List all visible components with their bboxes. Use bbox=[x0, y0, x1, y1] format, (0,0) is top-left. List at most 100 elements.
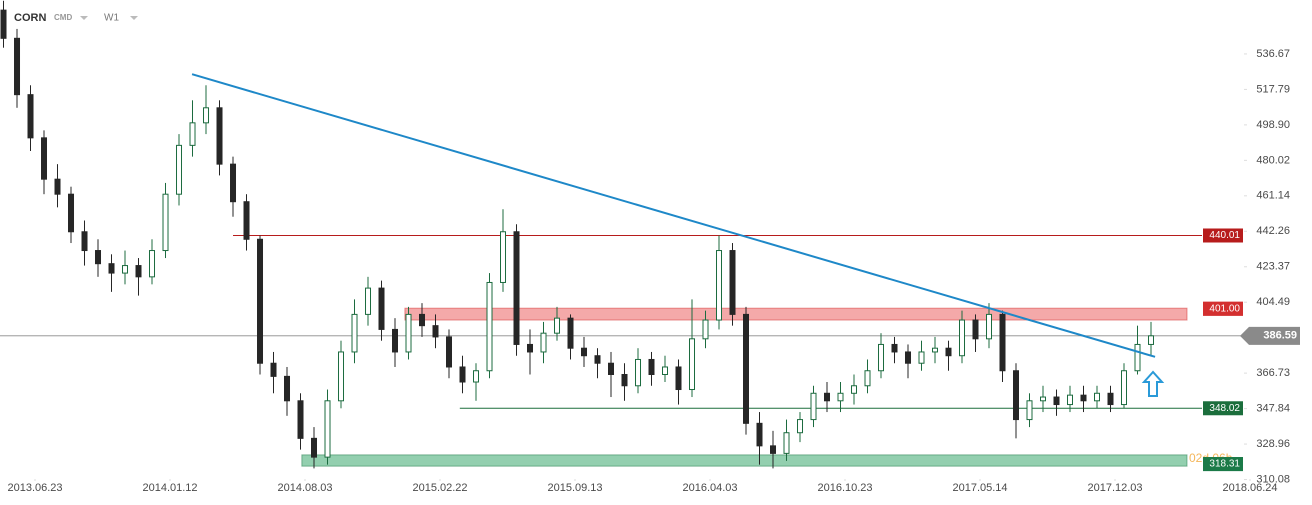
candle-body bbox=[1121, 370, 1128, 406]
y-tick-label: 404.49 bbox=[1256, 296, 1290, 308]
candle-body bbox=[459, 366, 466, 383]
candle-body bbox=[257, 238, 264, 364]
candle-body bbox=[648, 358, 655, 375]
candle-body bbox=[608, 362, 615, 375]
candle-body bbox=[635, 358, 642, 387]
last-price-label-box bbox=[1240, 326, 1300, 345]
candle-body bbox=[446, 336, 453, 368]
x-tick-label: 2013.06.23 bbox=[7, 482, 62, 494]
price-zone bbox=[301, 454, 1188, 467]
candle-body bbox=[230, 163, 237, 203]
candle-body bbox=[581, 347, 588, 357]
candle-body bbox=[824, 392, 831, 402]
candle-body bbox=[1026, 400, 1033, 421]
candle-body bbox=[864, 370, 871, 387]
front-layer: 310.08 328.96 347.84 366.73 404.49 423.37 442.… bbox=[7, 48, 1300, 494]
level-label: 440.01 bbox=[1209, 230, 1240, 241]
dropdown-caret[interactable] bbox=[80, 16, 88, 20]
candle-body bbox=[311, 437, 318, 458]
y-tick-label: 423.37 bbox=[1256, 261, 1290, 273]
y-tick-label: 461.14 bbox=[1256, 190, 1290, 202]
y-tick-label: 347.84 bbox=[1256, 403, 1290, 415]
candle-body bbox=[14, 37, 21, 96]
candle-body bbox=[351, 313, 358, 353]
candle-body bbox=[135, 265, 142, 278]
candle-body bbox=[203, 107, 210, 124]
level-label-box bbox=[1203, 401, 1243, 416]
candle-body bbox=[432, 325, 439, 338]
candle-body bbox=[945, 347, 952, 357]
candle-body bbox=[54, 178, 61, 195]
candle-body bbox=[68, 193, 75, 233]
level-label: 318.31 bbox=[1209, 459, 1240, 470]
candle-body bbox=[918, 351, 925, 364]
candle-body bbox=[1013, 370, 1020, 421]
candle-body bbox=[932, 347, 939, 353]
candle-body bbox=[365, 287, 372, 315]
y-tick-label: 480.02 bbox=[1256, 154, 1290, 166]
x-tick-label: 2016.10.23 bbox=[817, 482, 872, 494]
candle-body bbox=[1107, 392, 1114, 406]
candle-body bbox=[959, 319, 966, 357]
candle-body bbox=[513, 231, 520, 345]
trendline bbox=[191, 73, 1156, 358]
x-tick-label: 2017.12.03 bbox=[1087, 482, 1142, 494]
candle-body bbox=[1094, 392, 1101, 402]
candle-body bbox=[284, 375, 291, 402]
candle-body bbox=[324, 400, 331, 458]
candle-body bbox=[1040, 396, 1047, 402]
interval[interactable]: W1 bbox=[104, 13, 119, 24]
candle-body bbox=[95, 250, 102, 265]
candle-body bbox=[837, 392, 844, 402]
candle-body bbox=[392, 328, 399, 353]
candle-body bbox=[891, 343, 898, 353]
candle-body bbox=[1053, 396, 1060, 406]
candle-body bbox=[149, 250, 156, 278]
candle-body bbox=[554, 317, 561, 334]
candle-body bbox=[729, 250, 736, 315]
y-tick-label: 328.96 bbox=[1256, 438, 1290, 450]
dropdown-caret[interactable] bbox=[130, 16, 138, 20]
y-tick-label: 517.79 bbox=[1256, 83, 1290, 95]
back-layer bbox=[0, 234, 1242, 467]
market[interactable]: CMD bbox=[54, 13, 72, 22]
last-price-label: 386.59 bbox=[1263, 330, 1297, 342]
candle-body bbox=[905, 351, 912, 364]
candle-body bbox=[1067, 394, 1074, 406]
buy-arrow-icon bbox=[1141, 370, 1165, 397]
candle-body bbox=[0, 9, 7, 39]
candle-body bbox=[878, 343, 885, 372]
level-label-box bbox=[1203, 457, 1243, 472]
y-tick-label: 310.08 bbox=[1256, 473, 1290, 485]
candle-body bbox=[527, 343, 534, 353]
x-tick-label: 2016.04.03 bbox=[682, 482, 737, 494]
candle-body bbox=[176, 144, 183, 195]
candle-body bbox=[486, 281, 493, 372]
candle-body bbox=[81, 231, 88, 252]
candle-body bbox=[783, 432, 790, 454]
x-tick-label: 2017.05.14 bbox=[952, 482, 1007, 494]
x-tick-label: 2014.08.03 bbox=[277, 482, 332, 494]
candle-body bbox=[473, 370, 480, 383]
candle-body bbox=[756, 422, 763, 447]
candle-body bbox=[162, 193, 169, 252]
candle-body bbox=[716, 250, 723, 321]
x-tick-label: 2014.01.12 bbox=[142, 482, 197, 494]
candle-body bbox=[621, 373, 628, 387]
candle-body bbox=[338, 351, 345, 402]
candle-body bbox=[41, 137, 48, 180]
candle-body bbox=[27, 94, 34, 139]
y-tick-label: 536.67 bbox=[1256, 48, 1290, 60]
candle-body bbox=[810, 392, 817, 421]
candle-layer bbox=[0, 0, 1155, 469]
symbol[interactable]: CORN bbox=[14, 12, 46, 24]
price-zone bbox=[404, 307, 1188, 321]
candle-body bbox=[122, 265, 129, 274]
candle-body bbox=[662, 366, 669, 375]
candle-body bbox=[297, 400, 304, 439]
candle-body bbox=[999, 313, 1006, 372]
candle-body bbox=[675, 366, 682, 391]
candle-body bbox=[594, 355, 601, 364]
level-label-box bbox=[1203, 228, 1243, 243]
